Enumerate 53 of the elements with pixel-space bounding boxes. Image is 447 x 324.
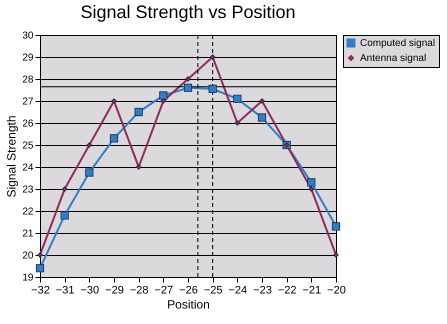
point [159, 91, 168, 100]
x-tick-label: −31 [56, 284, 75, 296]
point [134, 108, 143, 116]
y-tick-label: 19 [22, 272, 34, 284]
x-tick-label: −20 [327, 284, 346, 296]
y-tick-label: 23 [22, 184, 34, 196]
x-tick-label: −23 [253, 284, 272, 296]
point [62, 186, 68, 192]
y-tick-label: 21 [22, 228, 34, 240]
x-tick-label: −29 [105, 284, 124, 296]
y-tick-label: 28 [22, 74, 34, 86]
y-tick-label: 27 [22, 96, 34, 108]
point [36, 264, 44, 272]
point [234, 120, 240, 126]
x-tick-label: −24 [228, 284, 248, 296]
point [86, 142, 92, 148]
chart-title: Signal Strength vs Position [80, 2, 296, 22]
point [185, 76, 191, 82]
point [258, 113, 266, 122]
point [85, 168, 94, 177]
x-tick-label: −28 [130, 284, 149, 296]
point [332, 222, 340, 231]
x-tick-label: −32 [31, 284, 50, 296]
x-tick-label: −26 [179, 284, 198, 296]
point [60, 211, 69, 220]
y-tick-label: 26 [22, 118, 34, 130]
point [111, 98, 117, 104]
x-tick-label: −22 [278, 284, 297, 296]
y-axis-title: Signal Strength [4, 115, 18, 198]
legend-label: Computed signal [360, 38, 436, 49]
point [333, 252, 339, 258]
y-tick-label: 25 [22, 140, 34, 152]
y-tick-label: 22 [22, 206, 34, 218]
point [160, 98, 166, 104]
point [233, 94, 242, 103]
point [308, 186, 314, 192]
x-tick-label: −30 [80, 284, 100, 296]
x-tick-label: −27 [154, 284, 174, 296]
x-tick-label: −21 [302, 284, 322, 296]
point [210, 54, 216, 60]
point [110, 134, 118, 143]
point [307, 178, 316, 187]
x-axis-title: Position [167, 298, 210, 312]
x-tick-label: −25 [204, 284, 223, 296]
point [184, 84, 192, 92]
y-tick-label: 24 [22, 162, 34, 174]
legend-label: Antenna signal [360, 53, 426, 64]
y-tick-label: 29 [22, 52, 34, 64]
y-tick-label: 30 [22, 30, 34, 42]
point [136, 164, 142, 170]
y-tick-label: 20 [22, 250, 34, 262]
point [259, 98, 265, 104]
point [208, 84, 217, 94]
